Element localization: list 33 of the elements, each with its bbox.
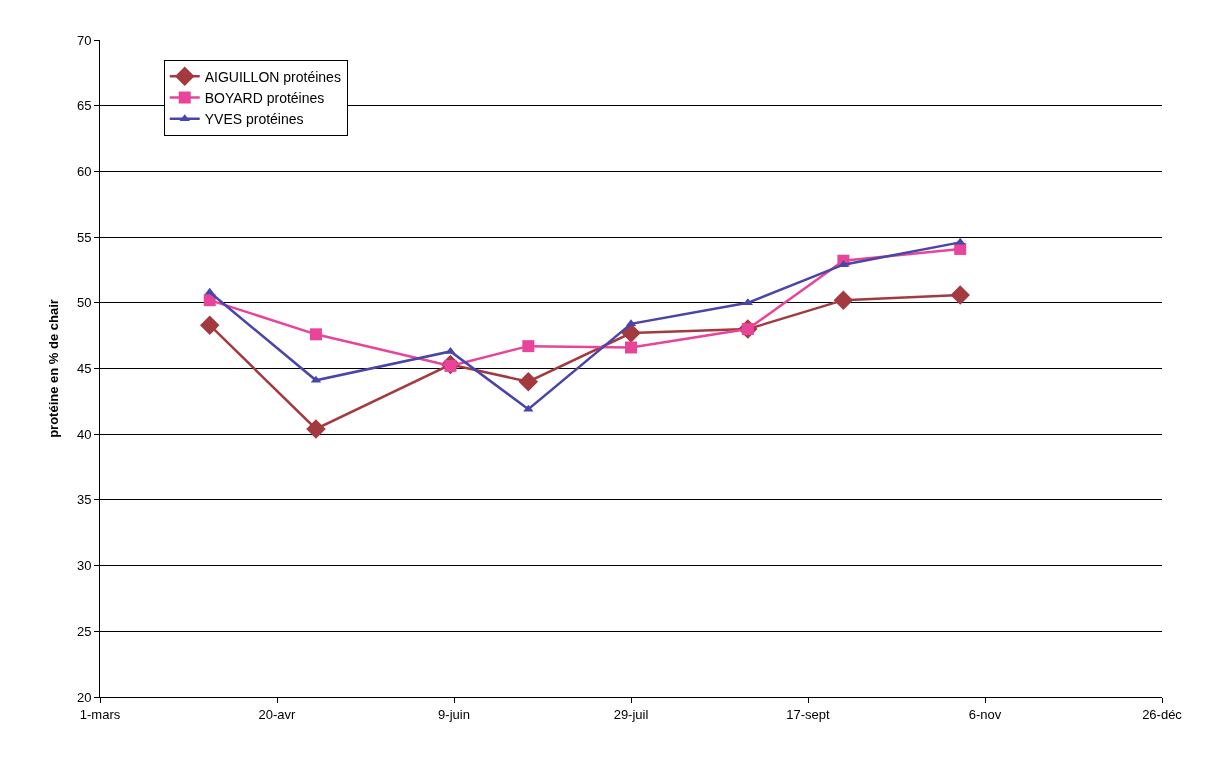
point [625,341,637,354]
legend-label: AIGUILLON protéines [204,68,341,85]
y-axis-title: protéine en % de chair [45,299,61,438]
x-tick-label: 1-mars [79,706,121,722]
point [199,315,220,335]
x-tick-label: 17-sept [786,706,831,722]
point [518,371,539,392]
point [833,290,854,310]
x-tick-label: 20-avr [258,706,297,722]
legend-label: BOYARD protéines [204,89,325,106]
point [204,287,215,295]
x-tick-label: 9-juin [438,706,470,722]
point [522,340,535,353]
x-tick-label: 6-nov [968,706,1002,722]
y-tick-label: 35 [76,492,92,508]
point [306,419,326,439]
point [950,285,970,305]
y-tick-label: 40 [76,426,92,442]
point [445,346,456,354]
y-tick-label: 20 [76,689,92,705]
y-tick-label: 65 [76,98,92,114]
y-tick-label: 30 [76,558,92,574]
point [309,328,322,341]
y-tick-label: 25 [76,623,92,639]
x-tick-label: 29-juil [613,706,649,722]
y-tick-label: 60 [76,163,92,179]
y-tick-label: 50 [76,295,92,311]
legend-label: YVES protéines [204,111,304,128]
y-tick-label: 45 [76,361,92,377]
y-tick-label: 55 [76,229,92,245]
point [955,237,966,245]
y-tick-label: 70 [76,32,92,48]
x-tick-label: 26-déc [1142,706,1183,722]
